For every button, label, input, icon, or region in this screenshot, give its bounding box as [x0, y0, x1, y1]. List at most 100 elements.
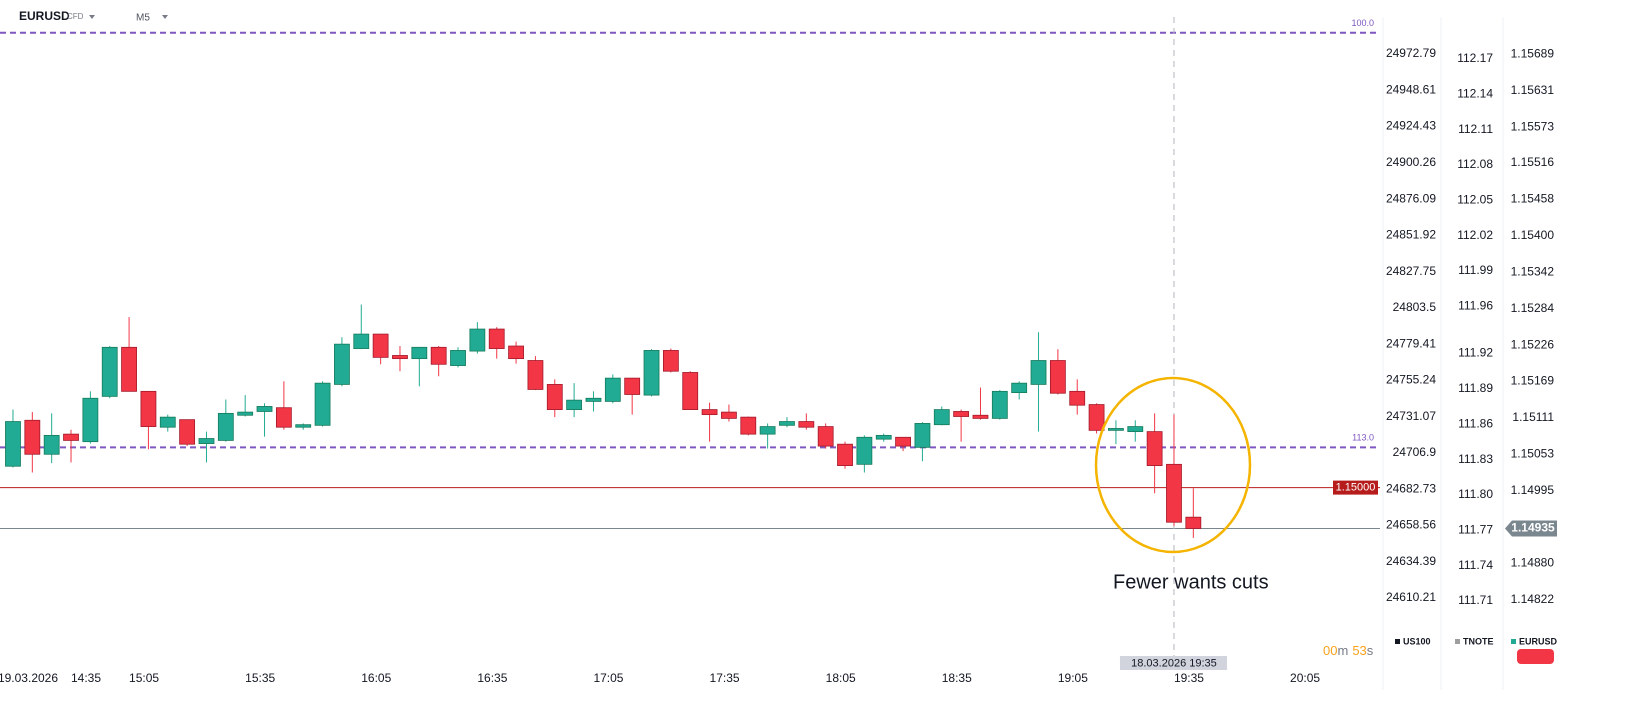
candle-body [334, 343, 350, 385]
x-tick-label: 15:05 [129, 671, 159, 685]
legend-label: US100 [1403, 636, 1431, 646]
candle-body [972, 414, 989, 419]
x-tick-label: 16:35 [477, 671, 507, 685]
plot-area [0, 17, 1380, 656]
dropdown-caret[interactable] [162, 15, 168, 19]
candle-body [159, 416, 176, 428]
candle-body [1185, 516, 1202, 529]
candle-body [933, 409, 950, 426]
candle-body [624, 377, 641, 395]
y-tick-label: 1.15516 [1511, 155, 1555, 169]
y-tick-label: 24706.9 [1393, 445, 1437, 459]
y-tick-label: 111.83 [1458, 452, 1493, 466]
y-tick-label: 111.71 [1458, 593, 1493, 607]
candle-body [121, 346, 137, 392]
y-tick-label: 24972.79 [1386, 46, 1436, 60]
candle-body [1011, 382, 1028, 394]
candle-body [953, 411, 970, 417]
candle-body [1108, 428, 1124, 431]
y-tick-label: 1.15689 [1511, 46, 1555, 60]
y-tick-label: 111.92 [1458, 346, 1493, 360]
candle-body [372, 333, 389, 358]
timeframe[interactable]: M5 [136, 13, 150, 24]
legend-swatch [1395, 639, 1400, 644]
candle-body [798, 421, 815, 428]
y-tick-label: 24851.92 [1386, 228, 1436, 242]
y-tick-label: 112.11 [1458, 122, 1493, 136]
candle-body [63, 433, 79, 441]
y-tick-label: 1.15169 [1511, 373, 1555, 387]
candle-body [875, 434, 892, 440]
candle-body [295, 424, 312, 428]
candle-body [1166, 463, 1182, 523]
candle-body [740, 416, 757, 435]
crosshair-label: 18.03.2026 19:35 [1131, 657, 1217, 669]
countdown-unit: s [1367, 643, 1374, 658]
candle-body [991, 390, 1008, 419]
annotation: Fewer wants cuts [1113, 571, 1269, 593]
y-tick-label: 24658.56 [1386, 518, 1436, 532]
candle-body [179, 419, 196, 445]
y-tick-label: 111.77 [1458, 523, 1493, 537]
candle-body [430, 346, 447, 365]
action-button[interactable] [1517, 649, 1554, 664]
level-label: 100.0 [1351, 18, 1374, 28]
candle-body [1088, 404, 1105, 431]
y-tick-label: 111.96 [1458, 299, 1493, 313]
candle-body [895, 436, 911, 447]
candle-body [353, 333, 370, 349]
dropdown-caret[interactable] [89, 15, 95, 19]
last-price-label: 1.14935 [1511, 521, 1555, 535]
x-tick-label: 14:35 [71, 671, 101, 685]
y-tick-label: 24876.09 [1386, 191, 1436, 205]
y-tick-label: 112.17 [1457, 51, 1493, 65]
y-tick-label: 1.15342 [1511, 265, 1555, 279]
candle-body [643, 350, 660, 396]
candle-body [837, 443, 853, 466]
y-tick-label: 24827.75 [1386, 264, 1436, 278]
y-tick-label: 111.99 [1458, 263, 1493, 277]
y-tick-label: 1.15400 [1511, 228, 1555, 242]
last-price-tag [1505, 520, 1557, 537]
candle-body [856, 436, 873, 465]
candle-body [527, 360, 544, 390]
y-tick-label: 1.14880 [1511, 555, 1555, 569]
candle-body [1127, 426, 1144, 433]
candle-body [256, 406, 273, 412]
candle-body [759, 426, 776, 435]
candle-body [24, 419, 41, 455]
candle-body [1049, 360, 1066, 394]
candle-body [817, 426, 834, 447]
candle-body [1030, 360, 1047, 385]
y-tick-label: 1.15226 [1511, 338, 1555, 352]
y-tick-label: 112.14 [1457, 86, 1493, 100]
candle-body [508, 345, 524, 360]
alert-tag [1333, 480, 1378, 495]
x-tick-label: 17:35 [710, 671, 740, 685]
y-tick-label: 1.15458 [1511, 192, 1555, 206]
symbol-kind: CFD [67, 12, 84, 21]
countdown-unit: m [1337, 643, 1348, 658]
alert-tag-label: 1.15000 [1336, 482, 1376, 494]
x-tick-label: 19:35 [1174, 671, 1204, 685]
candle-body [140, 390, 157, 427]
candle-body [392, 355, 408, 360]
y-tick-label: 24948.61 [1386, 82, 1436, 96]
y-tick-label: 111.89 [1458, 381, 1493, 395]
y-tick-label: 24900.26 [1386, 155, 1436, 169]
candle-body [82, 397, 99, 443]
candle-body [314, 382, 331, 426]
highlight-circle [1094, 376, 1252, 554]
legend-swatch [1455, 639, 1460, 644]
level-label: 113.0 [1352, 433, 1374, 443]
y-tick-label: 1.14822 [1511, 592, 1555, 606]
candle-body [682, 372, 699, 410]
candle-body [275, 407, 292, 428]
crosshair-tag [1119, 656, 1227, 670]
candle-body [1146, 431, 1163, 466]
candle-body [1069, 390, 1086, 406]
y-tick-label: 24634.39 [1386, 554, 1436, 568]
symbol[interactable]: EURUSD [19, 9, 70, 23]
